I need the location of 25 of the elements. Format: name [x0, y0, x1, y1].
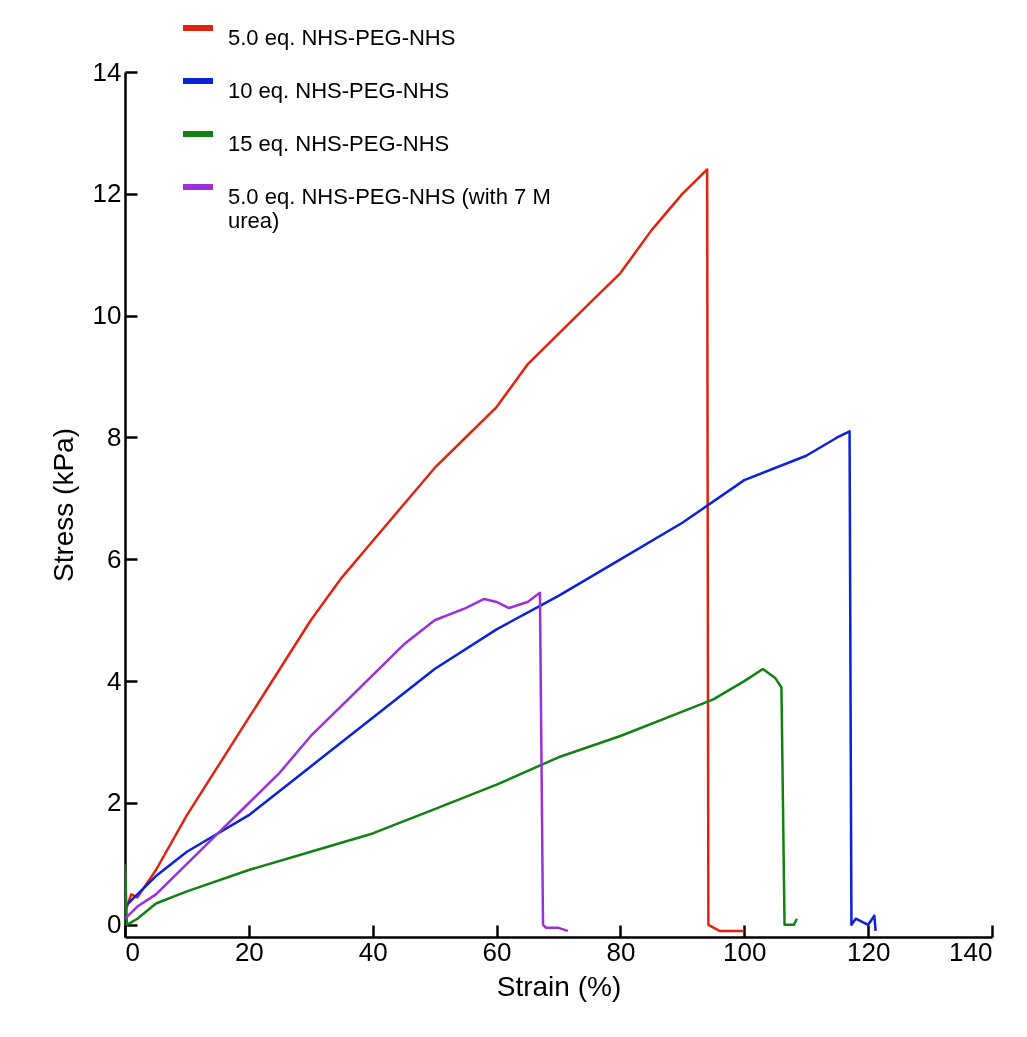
x-tick-label: 20 [234, 936, 264, 967]
x-axis-title: Strain (%) [496, 970, 622, 1002]
x-tick-label: 60 [482, 936, 512, 967]
y-tick-label: 0 [107, 909, 122, 940]
y-tick-label: 6 [107, 543, 122, 574]
line-series [125, 168, 746, 933]
y-axis-title: Stress (kPa) [47, 427, 79, 583]
y-tick-label: 4 [107, 665, 122, 696]
x-tick-label: 140 [949, 936, 993, 967]
y-tick-label: 14 [92, 56, 122, 87]
y-tick-label: 2 [107, 787, 122, 818]
line-series [125, 591, 570, 933]
x-tick-label: 40 [358, 936, 388, 967]
line-series [125, 430, 877, 933]
y-tick-label: 12 [92, 178, 122, 209]
legend-label: 5.0 eq. NHS-PEG-NHS (with 7 M urea) [228, 184, 551, 233]
y-tick-label: 10 [92, 300, 122, 331]
x-tick-label: 100 [723, 936, 767, 967]
line-series [125, 667, 799, 927]
x-tick-label: 80 [606, 936, 636, 967]
legend-label: 5.0 eq. NHS-PEG-NHS [228, 25, 456, 50]
legend-label: 15 eq. NHS-PEG-NHS [228, 131, 450, 156]
x-tick-label: 120 [846, 936, 891, 967]
y-tick-label: 8 [107, 421, 122, 452]
legend-label: 10 eq. NHS-PEG-NHS [228, 78, 450, 103]
